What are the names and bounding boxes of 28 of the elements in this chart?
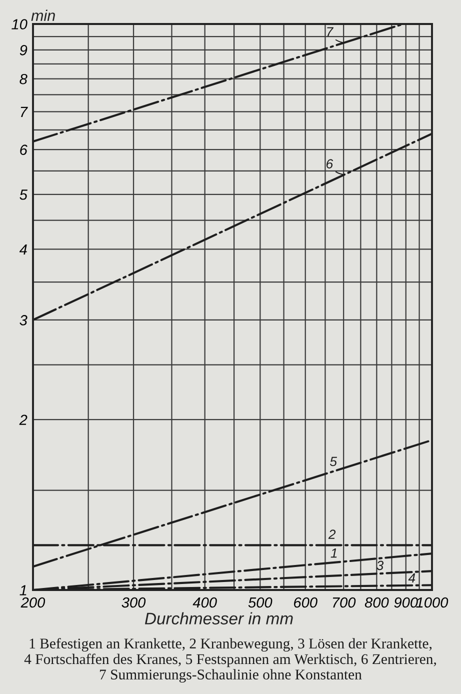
y-tick-label: 2 — [19, 414, 28, 425]
x-tick-label: 1000 — [416, 597, 448, 608]
x-tick-label: 700 — [332, 597, 356, 608]
y-tick-label: 8 — [20, 74, 28, 84]
x-tick-label: 300 — [122, 597, 146, 608]
y-tick-label: 6 — [20, 144, 28, 155]
series-label: 2 — [328, 530, 336, 539]
x-tick-label: 600 — [294, 597, 318, 608]
x-axis-title: Durchmesser in mm — [144, 612, 293, 624]
x-tick-label: 500 — [248, 597, 272, 608]
x-tick-label: 400 — [192, 597, 217, 608]
y-tick-label: 5 — [20, 190, 28, 200]
y-tick-label: 7 — [20, 106, 28, 117]
y-tick-label: 3 — [20, 315, 28, 326]
series-label: 7 — [327, 27, 334, 36]
series-label: 1 — [330, 548, 337, 558]
series-label: 5 — [330, 456, 338, 466]
y-tick-label: 10 — [12, 19, 28, 30]
y-tick-label: 9 — [20, 45, 28, 56]
y-tick-label: 4 — [19, 244, 27, 255]
y-tick-label: 1 — [20, 585, 26, 596]
x-tick-label: 200 — [20, 597, 46, 608]
x-tick-label: 900 — [394, 597, 418, 608]
y-axis-title: min — [31, 10, 55, 21]
series-label: 4 — [408, 573, 416, 582]
x-tick-label: 800 — [364, 597, 389, 608]
text: 1 Befestigen an Krankette, 2 Kranbewegung, 3 Lösen der Krankette, 4 Fortschaffen des Kranes, 5 Festspannen am Werktisch, 6 Zentrieren, 7 Summierungs-Schaulinie ohne Konstanten — [24, 638, 436, 683]
series-label: 6 — [326, 159, 334, 168]
